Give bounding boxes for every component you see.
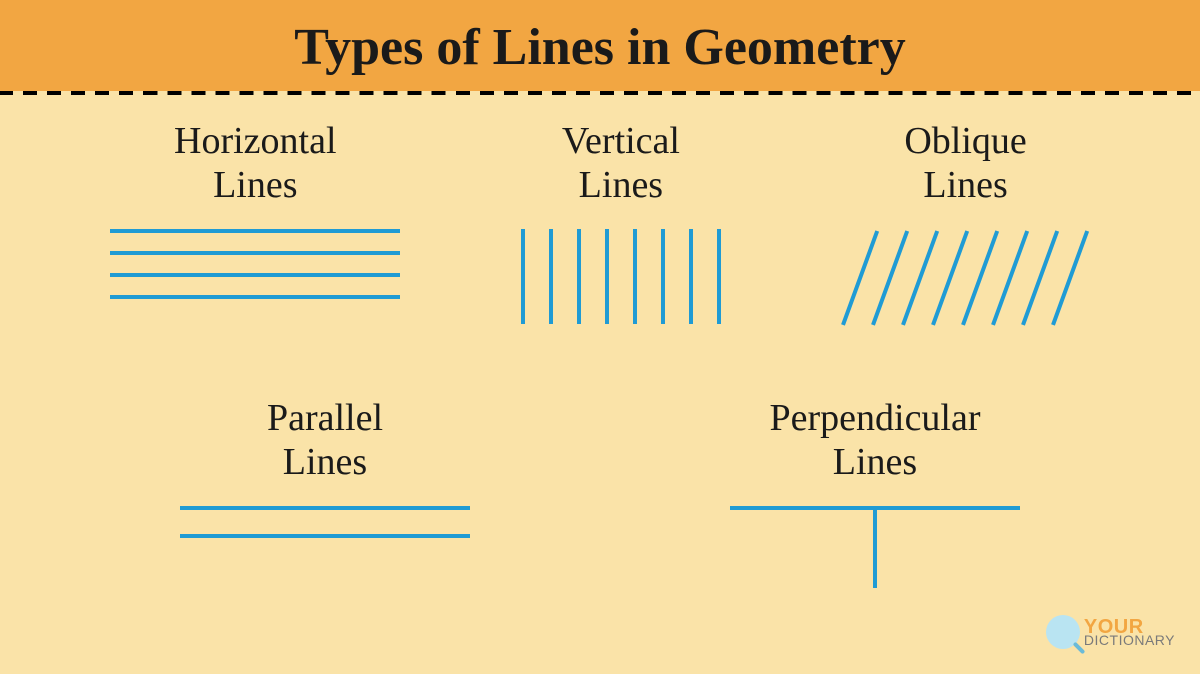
item-oblique: Oblique Lines bbox=[841, 120, 1089, 377]
diagram-oblique bbox=[841, 229, 1089, 327]
row-bottom: Parallel Lines Perpendicular Lines bbox=[50, 397, 1150, 654]
item-horizontal: Horizontal Lines bbox=[110, 120, 400, 377]
label-text: Lines bbox=[283, 441, 367, 483]
label-text: Lines bbox=[579, 164, 663, 206]
label-vertical: Vertical Lines bbox=[562, 120, 680, 207]
brand-logo: YOUR DICTIONARY bbox=[1046, 615, 1175, 649]
item-vertical: Vertical Lines bbox=[521, 120, 721, 377]
label-text: Perpendicular bbox=[769, 397, 980, 439]
label-text: Parallel bbox=[267, 397, 383, 439]
content-area: Horizontal Lines Vertical Lines Oblique … bbox=[0, 95, 1200, 674]
logo-text-dictionary: DICTIONARY bbox=[1084, 633, 1175, 647]
label-oblique: Oblique Lines bbox=[904, 120, 1026, 207]
diagram-parallel bbox=[180, 506, 470, 538]
label-perpendicular: Perpendicular Lines bbox=[769, 397, 980, 484]
item-perpendicular: Perpendicular Lines bbox=[730, 397, 1020, 654]
logo-text: YOUR DICTIONARY bbox=[1084, 617, 1175, 647]
label-text: Lines bbox=[833, 441, 917, 483]
infographic-container: Types of Lines in Geometry Horizontal Li… bbox=[0, 0, 1200, 674]
diagram-perpendicular bbox=[730, 506, 1020, 588]
diagram-vertical bbox=[521, 229, 721, 324]
item-parallel: Parallel Lines bbox=[180, 397, 470, 654]
page-title: Types of Lines in Geometry bbox=[0, 18, 1200, 77]
label-text: Lines bbox=[213, 164, 297, 206]
label-text: Oblique bbox=[904, 120, 1026, 162]
label-parallel: Parallel Lines bbox=[267, 397, 383, 484]
diagram-horizontal bbox=[110, 229, 400, 299]
label-text: Lines bbox=[923, 164, 1007, 206]
label-text: Horizontal bbox=[174, 120, 337, 162]
header-banner: Types of Lines in Geometry bbox=[0, 0, 1200, 91]
row-top: Horizontal Lines Vertical Lines Oblique … bbox=[50, 120, 1150, 377]
magnifier-icon bbox=[1046, 615, 1080, 649]
label-text: Vertical bbox=[562, 120, 680, 162]
label-horizontal: Horizontal Lines bbox=[174, 120, 337, 207]
